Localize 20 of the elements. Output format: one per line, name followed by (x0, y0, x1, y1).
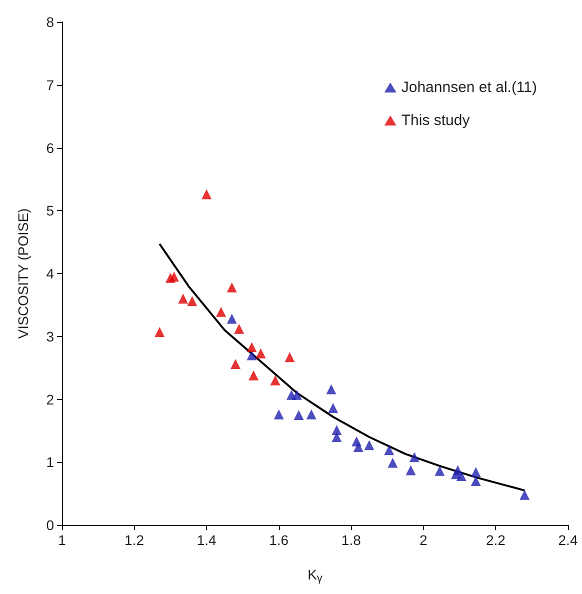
y-tick-label: 8 (46, 14, 54, 30)
x-tick-label: 2.2 (486, 532, 506, 548)
y-tick-label: 1 (46, 454, 54, 470)
y-tick-label: 4 (46, 266, 54, 282)
x-tick-label: 1 (58, 532, 66, 548)
y-tick-label: 6 (46, 140, 54, 156)
y-tick-label: 2 (46, 391, 54, 408)
x-tick-label: 1.4 (196, 532, 217, 548)
y-tick-label: 7 (46, 76, 54, 93)
x-tick-label: 1.2 (124, 532, 144, 548)
y-axis-title: VISCOSITY (POISE) (15, 208, 31, 339)
legend-label: Johannsen et al.(11) (401, 79, 538, 96)
x-tick-label: 2 (420, 532, 428, 548)
y-tick-label: 3 (46, 328, 54, 344)
x-tick-label: 1.8 (341, 532, 362, 548)
x-tick-label: 2.4 (558, 532, 578, 548)
y-tick-label: 5 (46, 202, 54, 219)
legend-label: This study (401, 112, 470, 129)
y-tick-label: 0 (46, 517, 54, 533)
x-tick-label: 1.6 (269, 532, 289, 548)
